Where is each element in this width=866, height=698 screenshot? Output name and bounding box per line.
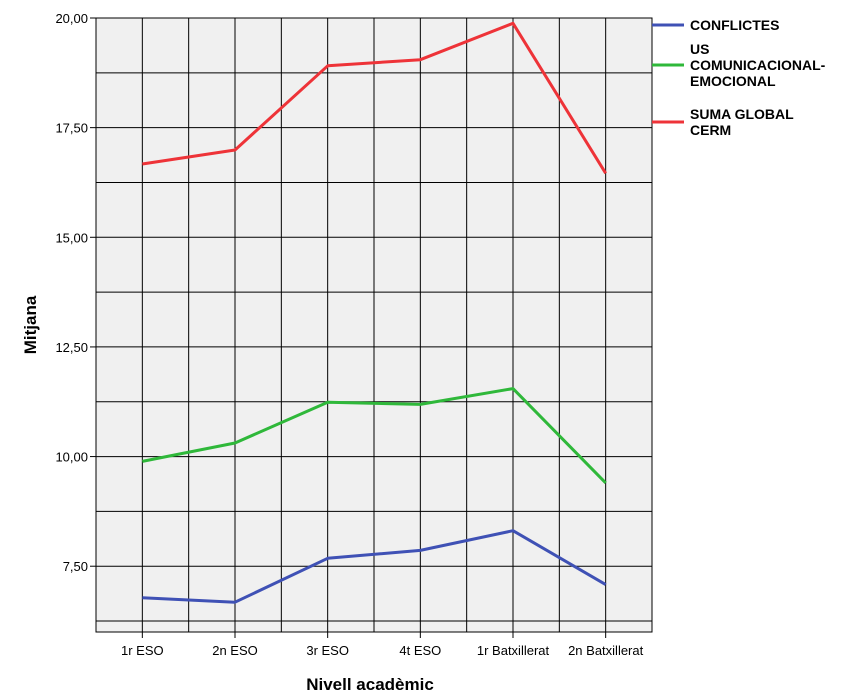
y-tick-label: 15,00 [55,230,88,245]
x-tick-label: 1r ESO [121,643,164,658]
y-tick-label: 17,50 [55,121,88,136]
series-line-2 [142,387,607,484]
series-line-3 [142,21,607,175]
y-tick-label: 10,00 [55,450,88,465]
grid-lines [95,17,653,632]
x-axis: 1r ESO 2n ESO 3r ESO 4t ESO 1r Batxillerat 2n… [121,632,644,658]
y-tick-label: 7,50 [63,559,88,574]
series-lines [142,21,607,604]
legend-label: COMUNICACIONAL- [690,57,826,73]
x-tick-label: 4t ESO [399,643,441,658]
y-tick-label: 12,50 [55,340,88,355]
y-axis: 20,00 17,50 15,00 12,50 10,00 7,50 [55,11,96,574]
y-axis-title: Mitjana [21,295,40,354]
legend-label: EMOCIONAL [690,73,776,89]
x-tick-label: 1r Batxillerat [477,643,550,658]
legend-label: US [690,41,709,57]
y-tick-label: 20,00 [55,11,88,26]
legend-label: CERM [690,122,731,138]
legend-label: CONFLICTES [690,17,779,33]
x-axis-title: Nivell acadèmic [306,675,434,694]
x-tick-label: 3r ESO [306,643,349,658]
x-tick-label: 2n Batxillerat [568,643,644,658]
legend-label: SUMA GLOBAL [690,106,794,122]
x-tick-label: 2n ESO [212,643,258,658]
series-line-1 [142,529,607,604]
